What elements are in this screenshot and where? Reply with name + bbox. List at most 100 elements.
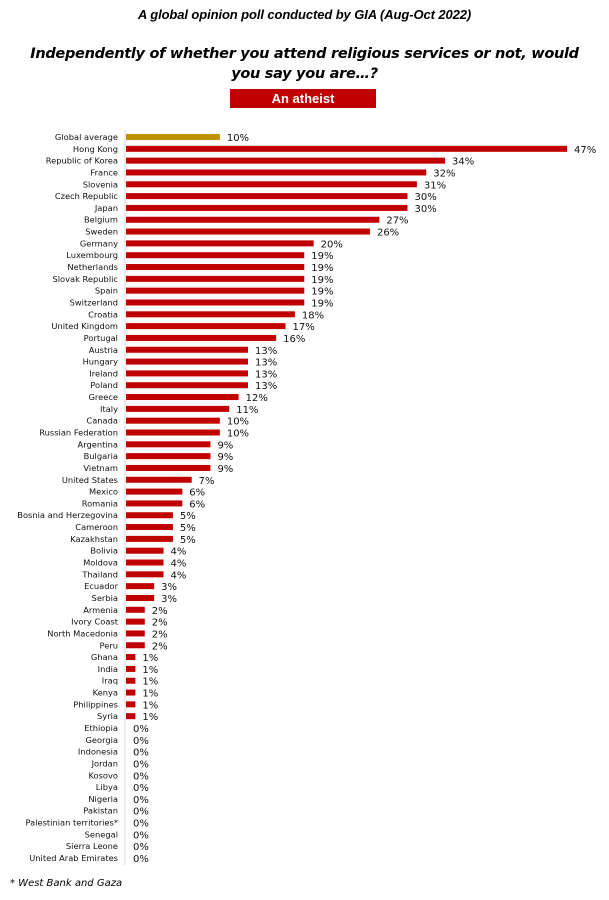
bar [126, 181, 417, 188]
value-label: 0% [133, 759, 149, 770]
bar [126, 512, 173, 519]
value-label: 13% [255, 358, 277, 369]
bar [126, 476, 192, 483]
category-label: Japan [94, 203, 118, 213]
value-label: 26% [377, 228, 399, 239]
bar [126, 405, 230, 412]
bar [126, 583, 155, 590]
bar [126, 618, 145, 625]
value-label: 12% [246, 393, 268, 404]
value-label: 13% [255, 346, 277, 357]
bar [126, 287, 305, 294]
category-label: Spain [95, 286, 118, 296]
category-label: United Kingdom [51, 321, 118, 331]
value-label: 19% [311, 287, 333, 298]
bar [126, 299, 305, 306]
bar [126, 677, 136, 684]
bar [126, 264, 305, 271]
category-label: Nigeria [88, 794, 118, 804]
category-label: Mexico [89, 487, 118, 497]
value-label: 19% [311, 275, 333, 286]
category-label: Thailand [81, 569, 118, 579]
value-label: 19% [311, 263, 333, 274]
category-label: Indonesia [78, 747, 118, 757]
category-label: Croatia [88, 309, 118, 319]
category-label: Slovak Republic [52, 274, 118, 284]
category-label: Austria [89, 345, 118, 355]
category-label: Georgia [85, 735, 118, 745]
bar [126, 417, 220, 424]
answer-badge: An atheist [230, 89, 376, 108]
value-label: 0% [133, 854, 149, 865]
value-label: 1% [142, 665, 158, 676]
value-label: 2% [152, 629, 168, 640]
category-label: Cameroon [75, 522, 118, 532]
category-label: India [98, 664, 118, 674]
category-label: Libya [96, 782, 118, 792]
category-label: Portugal [84, 333, 118, 343]
bar [126, 441, 211, 448]
bar [126, 394, 239, 401]
bar [126, 524, 173, 531]
category-label: Russian Federation [39, 428, 118, 438]
value-label: 10% [227, 133, 249, 144]
value-label: 1% [142, 677, 158, 688]
value-label: 20% [321, 239, 343, 250]
value-label: 10% [227, 429, 249, 440]
value-label: 1% [142, 700, 158, 711]
footnote: * West Bank and Gaza [10, 878, 123, 889]
bar [126, 334, 277, 341]
value-label: 10% [227, 417, 249, 428]
category-label: Kazakhstan [70, 534, 118, 544]
value-label: 32% [433, 168, 455, 179]
bar [126, 311, 295, 318]
category-label: Ethiopia [84, 723, 118, 733]
bar [126, 216, 380, 223]
category-label: Peru [100, 640, 118, 650]
value-label: 0% [133, 748, 149, 759]
category-label: Pakistan [83, 806, 118, 816]
value-label: 4% [171, 570, 187, 581]
value-label: 0% [133, 842, 149, 853]
bar [126, 571, 164, 578]
category-label: Palestinian territories* [25, 818, 118, 828]
value-label: 16% [283, 334, 305, 345]
value-label: 1% [142, 653, 158, 664]
bar [126, 323, 286, 330]
value-label: 19% [311, 298, 333, 309]
category-label: Armenia [83, 605, 118, 615]
category-label: United Arab Emirates [29, 853, 118, 863]
category-label: Bulgaria [84, 451, 118, 461]
category-label: Hong Kong [73, 144, 118, 154]
value-label: 2% [152, 606, 168, 617]
bar [126, 382, 248, 389]
value-label: 1% [142, 689, 158, 700]
value-label: 9% [217, 464, 233, 475]
value-label: 7% [199, 476, 215, 487]
value-label: 0% [133, 807, 149, 818]
category-label: Greece [88, 392, 118, 402]
category-label: Belgium [84, 215, 118, 225]
category-label: Senegal [85, 829, 118, 839]
bar [126, 157, 446, 164]
value-label: 17% [293, 322, 315, 333]
category-label: Bosnia and Herzegovina [17, 510, 118, 520]
bar [126, 630, 145, 637]
category-label: Iraq [102, 676, 118, 686]
category-label: Philippines [73, 699, 118, 709]
value-label: 4% [171, 559, 187, 570]
value-label: 0% [133, 795, 149, 806]
category-label: Vietnam [83, 463, 118, 473]
bars-group: Global average 10% Hong Kong 47% Republic of… [17, 132, 596, 865]
bar [126, 453, 211, 460]
value-label: 19% [311, 251, 333, 262]
value-label: 2% [152, 641, 168, 652]
category-label: Hungary [83, 357, 119, 367]
bar [126, 594, 155, 601]
value-label: 9% [217, 452, 233, 463]
value-label: 0% [133, 724, 149, 735]
category-label: Romania [82, 498, 118, 508]
bar [126, 689, 136, 696]
bar [126, 642, 145, 649]
category-label: Ghana [91, 652, 118, 662]
